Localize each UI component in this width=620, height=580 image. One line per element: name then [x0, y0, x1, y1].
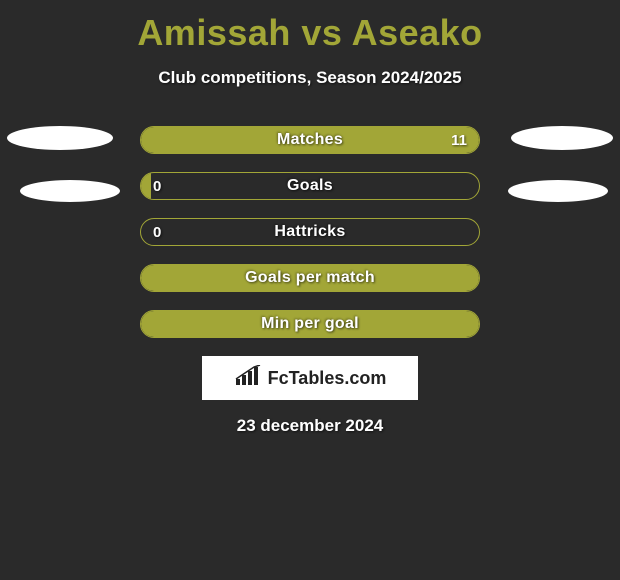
decor-ellipse-right-2	[508, 180, 608, 202]
stat-row-hattricks: 0 Hattricks	[140, 218, 480, 246]
date-text: 23 december 2024	[0, 416, 620, 436]
decor-ellipse-left-2	[20, 180, 120, 202]
decor-ellipse-right-1	[511, 126, 613, 150]
stat-label: Goals	[141, 173, 479, 199]
page-title: Amissah vs Aseako	[0, 0, 620, 54]
stat-label: Min per goal	[141, 311, 479, 337]
stat-row-min-per-goal: Min per goal	[140, 310, 480, 338]
stat-label: Goals per match	[141, 265, 479, 291]
stat-right-value: 11	[451, 127, 467, 153]
decor-ellipse-left-1	[7, 126, 113, 150]
stat-row-goals-per-match: Goals per match	[140, 264, 480, 292]
stat-label: Hattricks	[141, 219, 479, 245]
stat-row-goals: 0 Goals	[140, 172, 480, 200]
brand-badge: FcTables.com	[202, 356, 418, 400]
stats-container: Matches 11 0 Goals 0 Hattricks Goals per…	[0, 126, 620, 338]
brand-text: FcTables.com	[268, 368, 387, 389]
stat-label: Matches	[141, 127, 479, 153]
page-subtitle: Club competitions, Season 2024/2025	[0, 68, 620, 88]
stat-row-matches: Matches 11	[140, 126, 480, 154]
brand-chart-icon	[234, 365, 262, 392]
